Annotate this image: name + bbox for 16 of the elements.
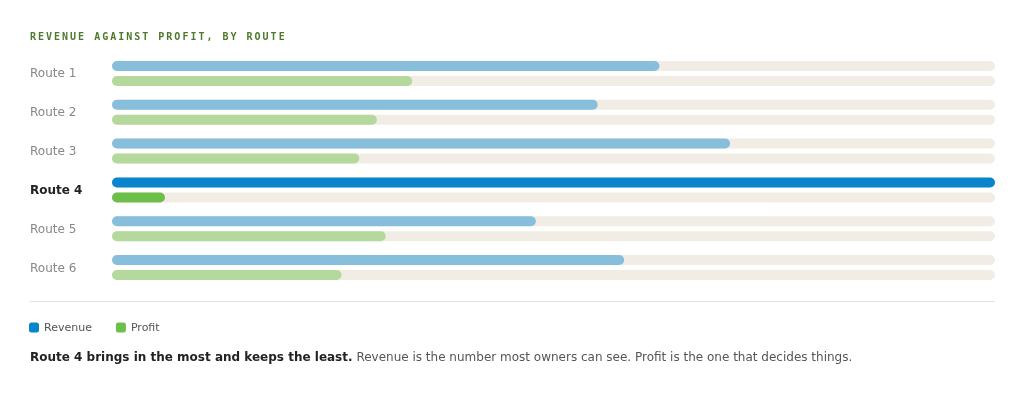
legend-label: Revenue	[44, 321, 93, 334]
text: Route 4 brings in the most and keeps the least.	[30, 350, 353, 364]
y-tick-label: Route 3	[30, 144, 77, 159]
bar	[112, 231, 386, 242]
chart-title: REVENUE AGAINST PROFIT, BY ROUTE	[30, 31, 287, 42]
bar	[112, 192, 165, 203]
legend-label: Profit	[130, 321, 161, 334]
bar	[112, 153, 360, 164]
y-tick-label: Route 2	[30, 105, 77, 120]
bar	[112, 270, 342, 281]
y-tick-label: Route 4	[30, 182, 83, 197]
text: Revenue is the number most owners can see. Profit is the one that decides things.	[356, 350, 853, 364]
y-tick-label: Route 6	[30, 260, 77, 275]
y-tick-label: Route 1	[30, 66, 77, 81]
y-tick-label: Route 5	[30, 221, 77, 236]
bar	[112, 114, 377, 125]
